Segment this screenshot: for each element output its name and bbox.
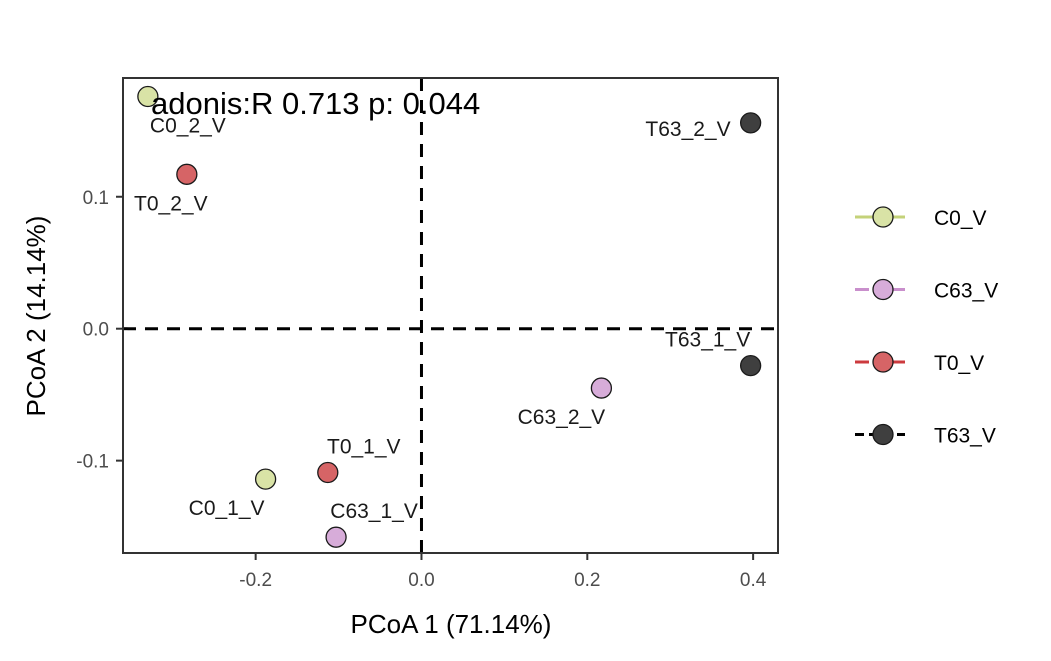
point-label: T63_1_V [665, 329, 750, 352]
point-label: T0_2_V [134, 192, 208, 215]
point-label: T63_2_V [645, 118, 730, 141]
point-label: C0_1_V [189, 497, 265, 520]
y-tick-label: 0.0 [83, 320, 109, 341]
x-axis-title: PCoA 1 (71.14%) [351, 609, 552, 639]
legend-item-c0-v: C0_V [855, 206, 987, 230]
adonis-annotation: adonis:R 0.713 p: 0.044 [151, 86, 480, 121]
legend-marker [872, 423, 894, 446]
legend-label: C0_V [934, 207, 987, 230]
y-axis-title: PCoA 2 (14.14%) [21, 216, 51, 417]
legend-item-t63-v: T63_V [855, 423, 996, 448]
data-point-t63-2-v [739, 112, 762, 134]
x-tick-label: -0.2 [239, 570, 272, 591]
x-tick-label: 0.4 [740, 570, 767, 591]
legend-marker [872, 206, 894, 228]
legend-marker [872, 278, 894, 301]
data-point-c63-2-v [590, 377, 613, 399]
data-point-c0-2-v [137, 85, 159, 108]
plot-panel-border [122, 77, 779, 554]
legend: C0_V C63_V T0_V T63_V [855, 206, 998, 448]
y-tick-label: 0.1 [83, 188, 109, 209]
point-label: C0_2_V [150, 114, 226, 137]
legend-label: C63_V [934, 280, 998, 303]
point-label: C63_2_V [518, 406, 606, 429]
legend-marker [872, 351, 894, 373]
point-label: C63_1_V [330, 500, 418, 523]
data-point-t63-1-v [739, 354, 762, 377]
legend-label: T0_V [934, 352, 984, 375]
point-label: T0_1_V [327, 436, 401, 459]
legend-label: T63_V [934, 425, 996, 448]
data-point-t0-2-v [176, 163, 198, 185]
data-point-c63-1-v [325, 526, 347, 548]
data-point-t0-1-v [317, 461, 339, 484]
data-point-c0-1-v [254, 468, 277, 490]
x-tick-label: 0.0 [408, 570, 434, 591]
legend-item-t0-v: T0_V [855, 351, 984, 375]
x-tick-label: 0.2 [574, 570, 600, 591]
y-tick-label: -0.1 [76, 452, 109, 473]
legend-item-c63-v: C63_V [855, 278, 998, 303]
